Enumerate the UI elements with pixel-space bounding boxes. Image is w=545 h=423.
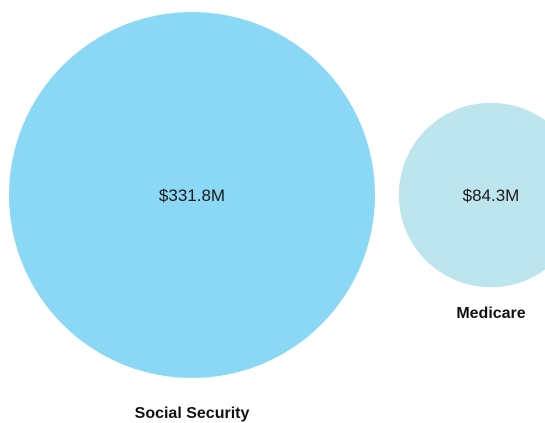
bubble-social-security xyxy=(9,12,375,378)
bubble-value-label-medicare: $84.3M xyxy=(463,186,520,205)
bubble-medicare xyxy=(398,102,545,288)
bubbles-layer xyxy=(9,12,545,378)
bubble-name-label-medicare: Medicare xyxy=(456,305,525,322)
labels-layer: $331.8M Social Security $84.3M Medicare xyxy=(135,186,526,422)
bubble-value-label-social-security: $331.8M xyxy=(159,186,225,205)
bubble-name-label-social-security: Social Security xyxy=(135,405,250,422)
